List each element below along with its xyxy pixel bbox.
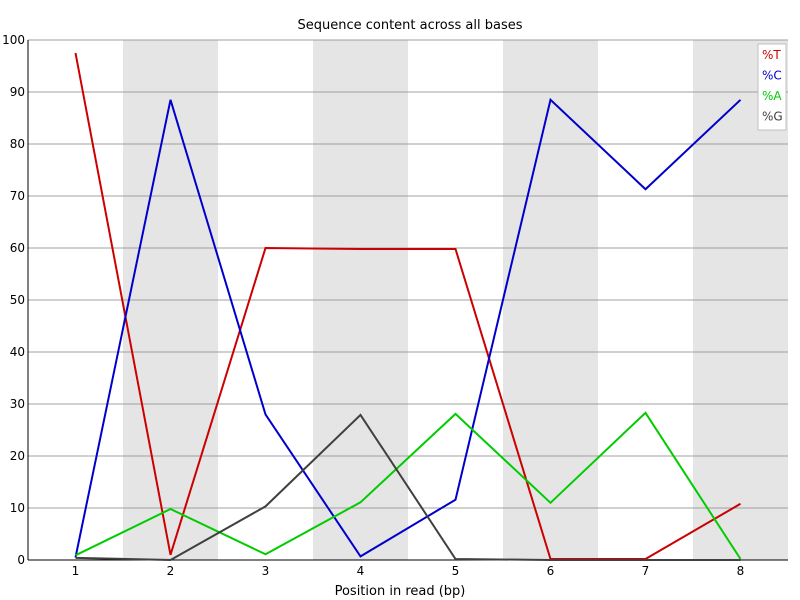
legend: %T %C %A %G <box>757 43 787 131</box>
x-tick-label: 7 <box>642 564 650 578</box>
legend-entry: %T <box>762 48 781 62</box>
series-line-c <box>74 97 742 558</box>
x-tick-label: 5 <box>452 564 460 578</box>
y-tick-label: 80 <box>10 137 25 151</box>
x-tick-label: 4 <box>357 564 365 578</box>
legend-entry: %C <box>762 69 782 83</box>
x-tick-label: 2 <box>167 564 175 578</box>
y-tick-label: 60 <box>10 241 25 255</box>
x-axis-label: Position in read (bp) <box>335 584 466 599</box>
series-lines <box>74 52 742 562</box>
y-tick-label: 100 <box>2 33 25 47</box>
x-tick-label: 3 <box>262 564 270 578</box>
legend-entry: %G <box>762 110 783 124</box>
chart-title: Sequence content across all bases <box>297 18 522 33</box>
y-tick-label: 0 <box>17 553 25 567</box>
y-tick-label: 20 <box>10 449 25 463</box>
y-tick-label: 30 <box>10 397 25 411</box>
gridlines <box>28 39 788 509</box>
legend-entry: %A <box>762 89 782 103</box>
y-tick-label: 40 <box>10 345 25 359</box>
y-tick-label: 90 <box>10 85 25 99</box>
x-tick-label: 8 <box>737 564 745 578</box>
x-tick-label: 1 <box>72 564 80 578</box>
y-tick-label: 10 <box>10 501 25 515</box>
y-tick-label: 70 <box>10 189 25 203</box>
series-line-a <box>75 411 742 560</box>
x-tick-label: 6 <box>547 564 555 578</box>
legend-box <box>757 43 787 131</box>
x-tick-labels: 1 2 3 4 5 6 7 8 <box>72 564 745 578</box>
series-line-t <box>74 52 742 560</box>
y-tick-label: 50 <box>10 293 25 307</box>
y-tick-labels: 0 10 20 30 40 50 60 70 80 90 100 <box>2 33 25 567</box>
series-line-g <box>75 413 741 562</box>
